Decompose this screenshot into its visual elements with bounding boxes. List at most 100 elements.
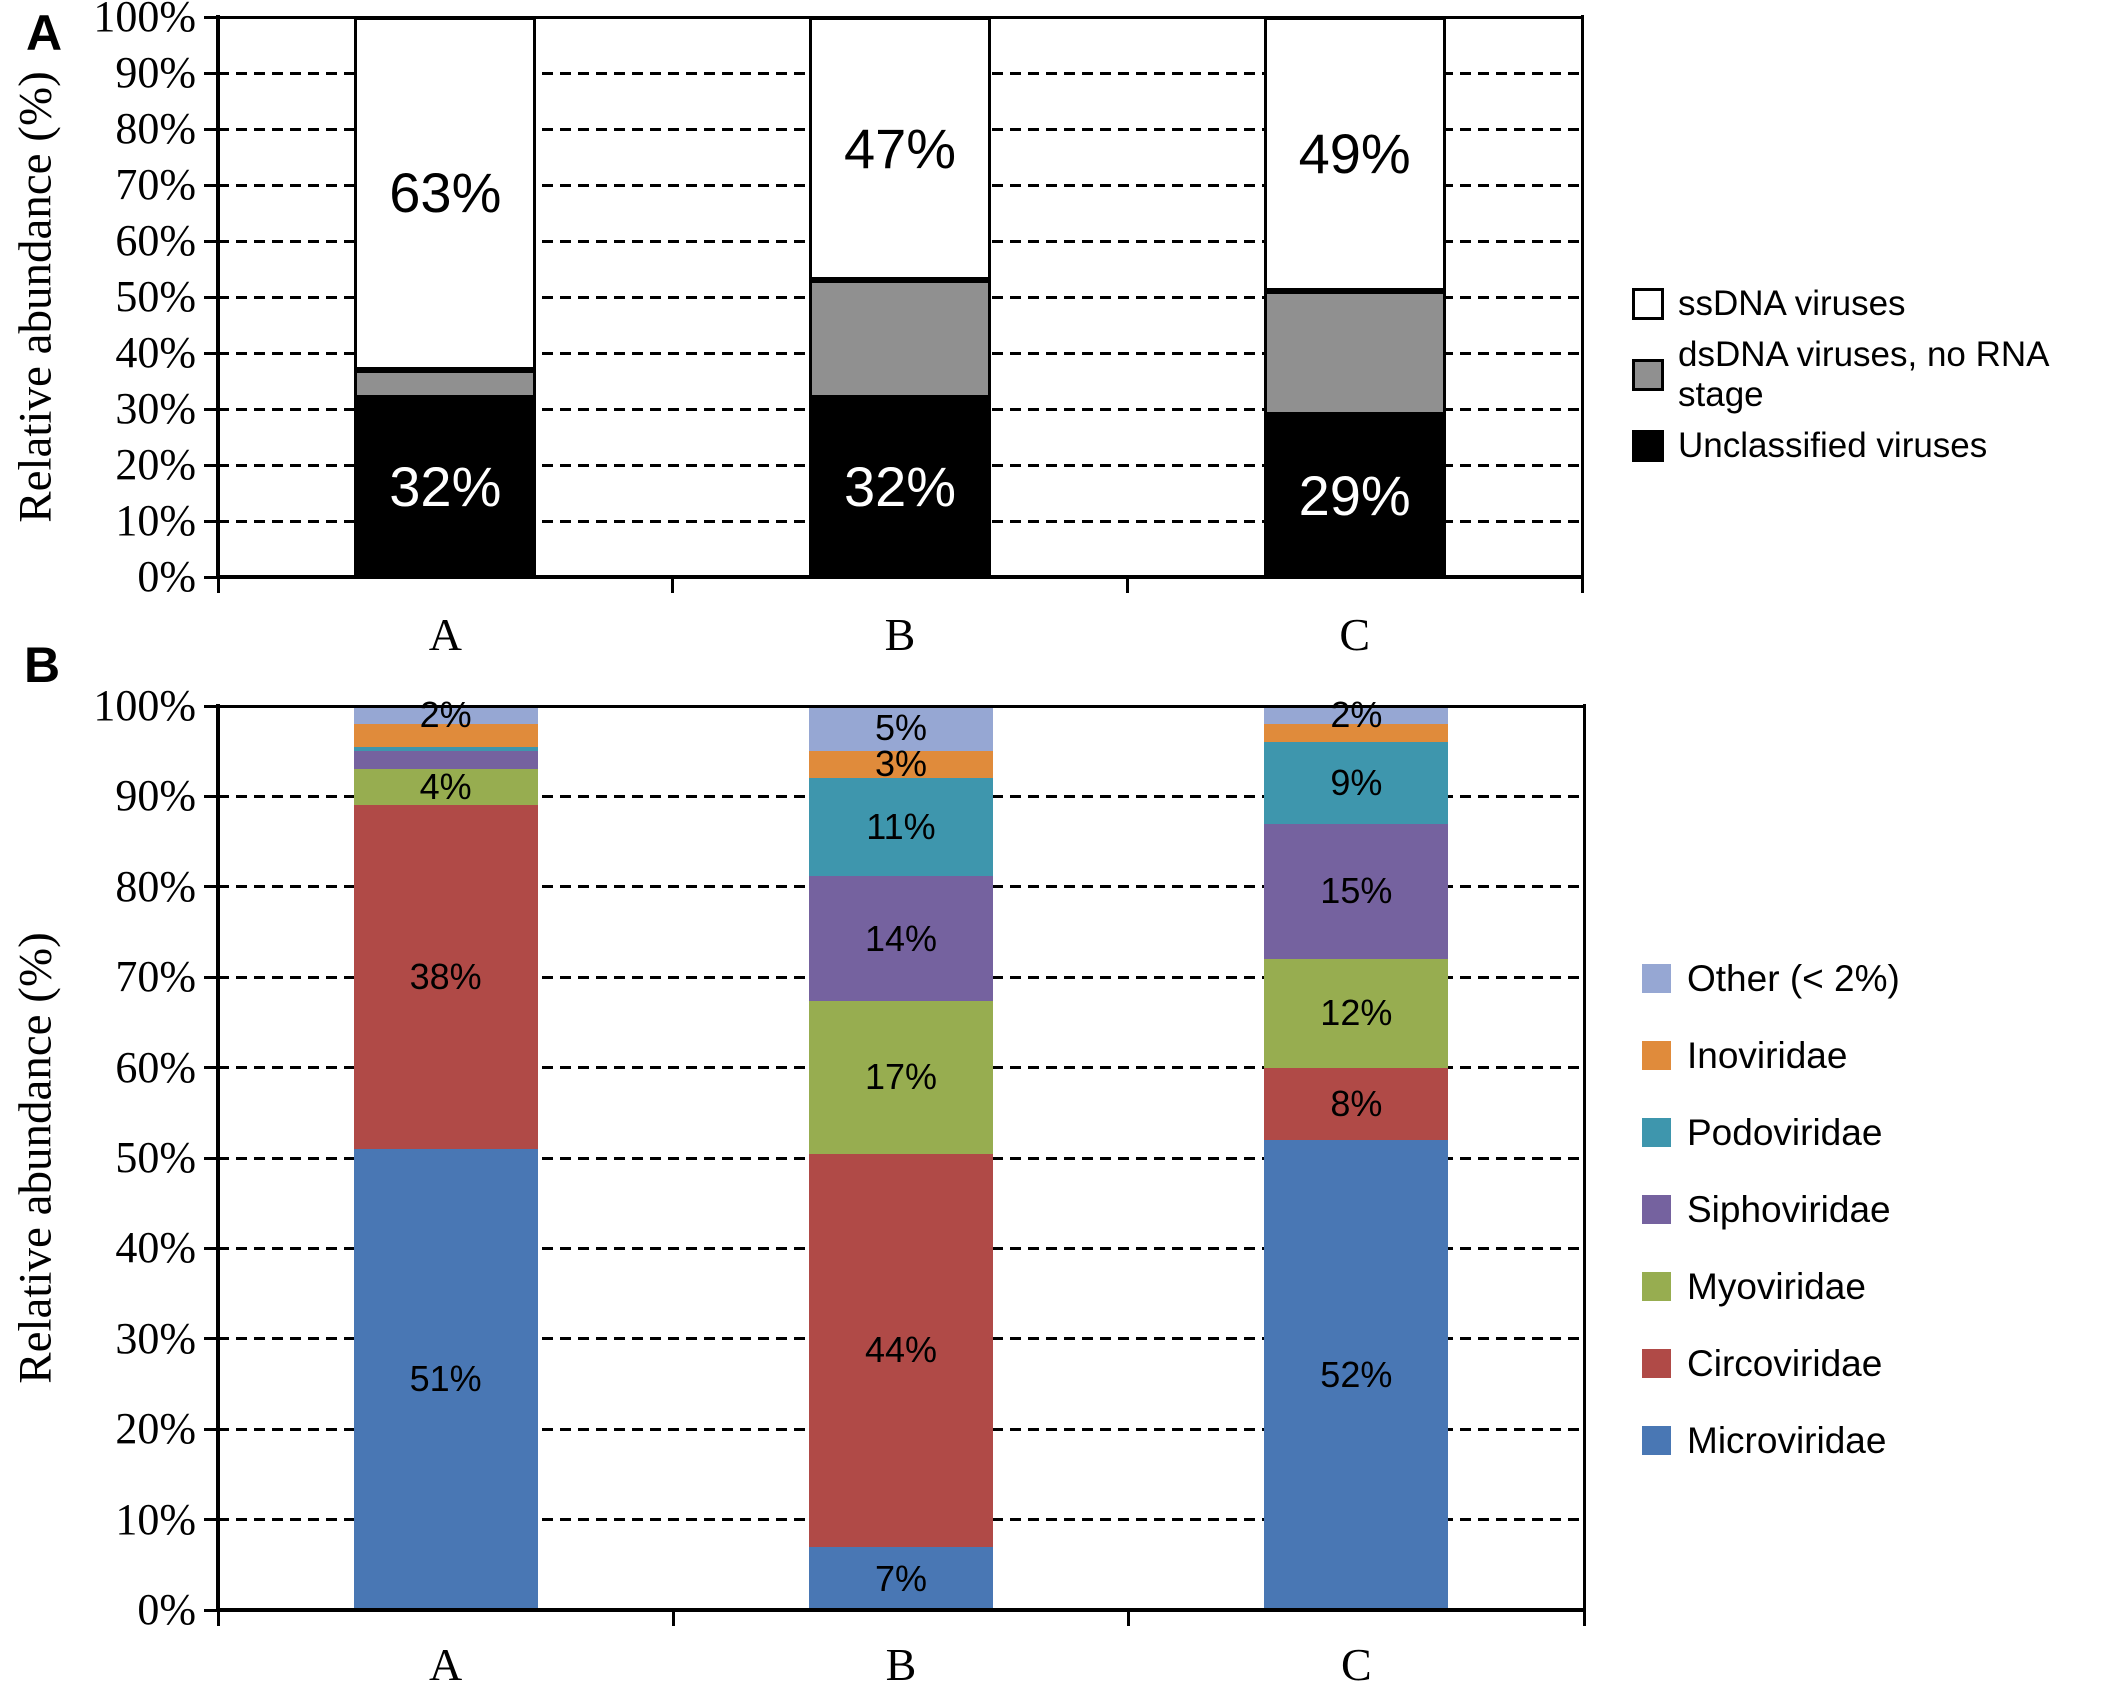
y-axis-tick [204,885,218,889]
bar-segment-microviridae-B [809,1547,993,1610]
bar-value-label: 8% [1330,1082,1383,1124]
bar-segment-podoviridae-B [809,777,993,877]
legend-item-podoviridae: Podoviridae [1642,1094,1900,1171]
category-label-A: A [429,1639,463,1690]
y-axis-tick [204,463,218,467]
y-axis-tick-label: 10% [115,1494,196,1544]
panel-b-letter: B [24,637,61,693]
plot-right-border [1582,704,1586,1612]
bar-value-label: 9% [1330,761,1383,803]
y-axis-tick [204,239,218,243]
x-axis-tick [1580,577,1584,593]
y-axis-tick-label: 100% [93,681,196,730]
x-axis-tick [671,1610,675,1626]
bar-value-label: 11% [866,805,936,847]
legend-swatch [1642,1041,1671,1070]
bar-value-label: 15% [1320,870,1393,912]
legend-item-label: Myoviridae [1687,1265,1866,1307]
legend-item-other-2: Other (< 2%) [1642,940,1900,1017]
x-axis-tick [1125,577,1129,593]
legend-item-label: Podoviridae [1687,1111,1883,1153]
bar-value-label: 12% [1320,992,1393,1034]
plot-top-border [216,15,1584,19]
y-axis-tick [204,183,218,187]
bar-segment-siphoviridae-C [1264,823,1449,960]
y-axis-tick-label: 100% [93,0,196,41]
y-axis-tick-label: 90% [115,48,196,97]
stacked-bar-C: 52% 8% 12% 15% 9% 2% [1264,697,1449,1610]
bar-segment-circoviridae-A [353,805,538,1149]
y-axis-tick [204,351,218,355]
x-axis-tick [216,1610,220,1626]
legend-swatch [1642,1118,1671,1147]
y-axis-tick [204,1608,218,1612]
stacked-bar-A: 51% 38% 4% 2% [353,697,538,1610]
bar-segment-inoviridae-A [353,724,538,747]
legend-item-label: Microviridae [1687,1419,1887,1461]
bar-value-label: 5% [874,707,928,749]
y-axis-tick-label: 50% [115,1133,196,1182]
legend-item-microviridae: Microviridae [1642,1402,1900,1479]
y-axis-tick [204,1337,218,1341]
bar-value-label: 44% [864,1329,938,1371]
y-axis-tick [204,519,218,523]
y-axis-tick [204,794,218,798]
bar-segment-circoviridae-B [809,1153,993,1548]
bar-value-label: 49% [1298,122,1411,186]
bar-value-label: 3% [874,743,928,785]
bar-segment-siphoviridae-B [809,876,993,1002]
bar-value-label: 52% [1320,1353,1393,1395]
y-axis-tick [204,1518,218,1522]
legend: Other (< 2%) Inoviridae Podoviridae Siphovi… [1642,940,1900,1479]
y-axis-tick [204,407,218,411]
bar-value-label: 4% [419,766,472,808]
bar-value-label: 2% [419,694,472,736]
panel-a-letter: A [26,5,63,61]
y-axis-line [216,704,220,1612]
bar-segment-inoviridae-C [1264,724,1449,743]
x-axis-line [216,575,1584,579]
y-axis-tick [204,1156,218,1160]
bar-segment-other-2-C [1264,706,1449,725]
legend-swatch [1632,287,1664,320]
bar-segment-ssdna-viruses-A [354,17,537,370]
bar-segment-dsdna-viruses-no-rna-stage-A [354,369,537,398]
y-axis-tick-label: 60% [115,216,196,265]
bar-segment-myoviridae-A [353,769,538,806]
stacked-bar-B: 32% 47% [809,17,991,577]
bar-segment-other-2-A [353,706,538,725]
y-axis-tick [204,1427,218,1431]
bar-value-label: 32% [389,455,502,519]
y-axis-tick-label: 90% [115,771,196,821]
bar-segment-myoviridae-B [809,1001,993,1154]
y-axis-tick-label: 30% [115,384,196,433]
bar-segment-other-2-B [809,706,993,751]
y-axis-tick-label: 20% [115,1404,196,1454]
plot-right-border [1580,15,1584,579]
x-axis-tick [1127,1610,1131,1626]
y-axis-tick-label: 30% [115,1313,196,1363]
legend-swatch [1642,964,1671,993]
legend-swatch [1642,1426,1671,1455]
y-axis-tick [204,71,218,75]
y-axis-tick [204,975,218,979]
bar-value-label: 63% [389,161,502,225]
legend-item-label: ssDNA viruses [1678,283,1906,323]
y-axis-tick-label: 70% [115,952,196,1002]
bar-value-label: 29% [1298,463,1411,527]
bar-segment-myoviridae-C [1264,959,1449,1068]
category-label-C: C [1339,609,1370,660]
legend-item-label: Other (< 2%) [1687,957,1900,999]
x-axis-tick [671,577,675,593]
legend-item-label: Siphoviridae [1687,1188,1891,1230]
x-axis-tick [1582,1610,1586,1626]
category-label-C: C [1340,1639,1372,1690]
y-axis-tick-label: 10% [115,496,196,545]
legend-item-label: Inoviridae [1687,1034,1848,1076]
x-axis-line [216,1608,1586,1612]
legend-swatch [1642,1272,1671,1301]
stacked-bar-B: 7% 44% 17% 14% 11% 3% 5% [809,706,993,1610]
bar-segment-unclassified-viruses-A [354,397,537,577]
legend-item-dsdna-viruses-no-rna-stage: dsDNA viruses, no RNA stage [1632,335,2111,414]
